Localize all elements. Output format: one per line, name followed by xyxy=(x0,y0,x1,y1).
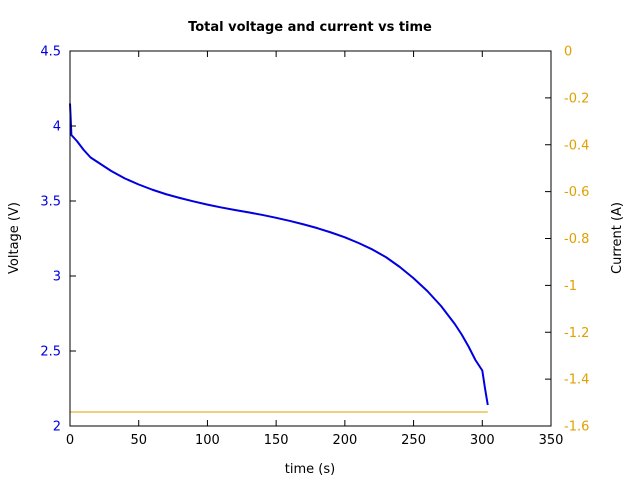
y2-tick-label: 0 xyxy=(564,45,572,60)
y2-tick-label: -1.4 xyxy=(564,373,589,388)
y-axis-label: Voltage (V) xyxy=(7,202,22,274)
plot-frame xyxy=(69,50,552,427)
x-tick-label: 50 xyxy=(130,433,147,448)
x-axis: 0 50 100 150 200 250 300 350 xyxy=(66,51,564,448)
series-layer xyxy=(69,103,489,413)
y2-tick-label: -0.6 xyxy=(564,185,589,200)
voltage-series-line xyxy=(69,103,489,406)
x-tick-label: 200 xyxy=(332,433,357,448)
y-axis-right: 0 -0.2 -0.4 -0.6 -0.8 -1 -1.2 -1.4 -1.6 xyxy=(545,45,589,435)
y2-tick-label: -0.4 xyxy=(564,138,589,153)
y2-tick-label: -1.2 xyxy=(564,326,589,341)
y-tick-label: 3.5 xyxy=(40,195,61,210)
y-tick-label: 4.5 xyxy=(40,45,61,60)
x-tick-label: 150 xyxy=(264,433,289,448)
y2-axis-label: Current (A) xyxy=(610,202,625,274)
x-tick-label: 250 xyxy=(401,433,426,448)
y2-tick-label: -1 xyxy=(564,279,577,294)
y-tick-label: 4 xyxy=(53,120,61,135)
y-tick-label: 2 xyxy=(53,420,61,435)
x-tick-label: 350 xyxy=(539,433,564,448)
x-tick-label: 100 xyxy=(195,433,220,448)
y-tick-label: 3 xyxy=(53,270,61,285)
x-axis-label: time (s) xyxy=(285,462,335,477)
x-tick-label: 300 xyxy=(470,433,495,448)
y-tick-label: 2.5 xyxy=(40,345,61,360)
y2-tick-label: -0.2 xyxy=(564,91,589,106)
y2-tick-label: -1.6 xyxy=(564,420,589,435)
x-tick-label: 0 xyxy=(66,433,74,448)
y-axis-left: 2 2.5 3 3.5 4 4.5 xyxy=(40,45,76,435)
chart-title: Total voltage and current vs time xyxy=(188,20,432,35)
y2-tick-label: -0.8 xyxy=(564,232,589,247)
